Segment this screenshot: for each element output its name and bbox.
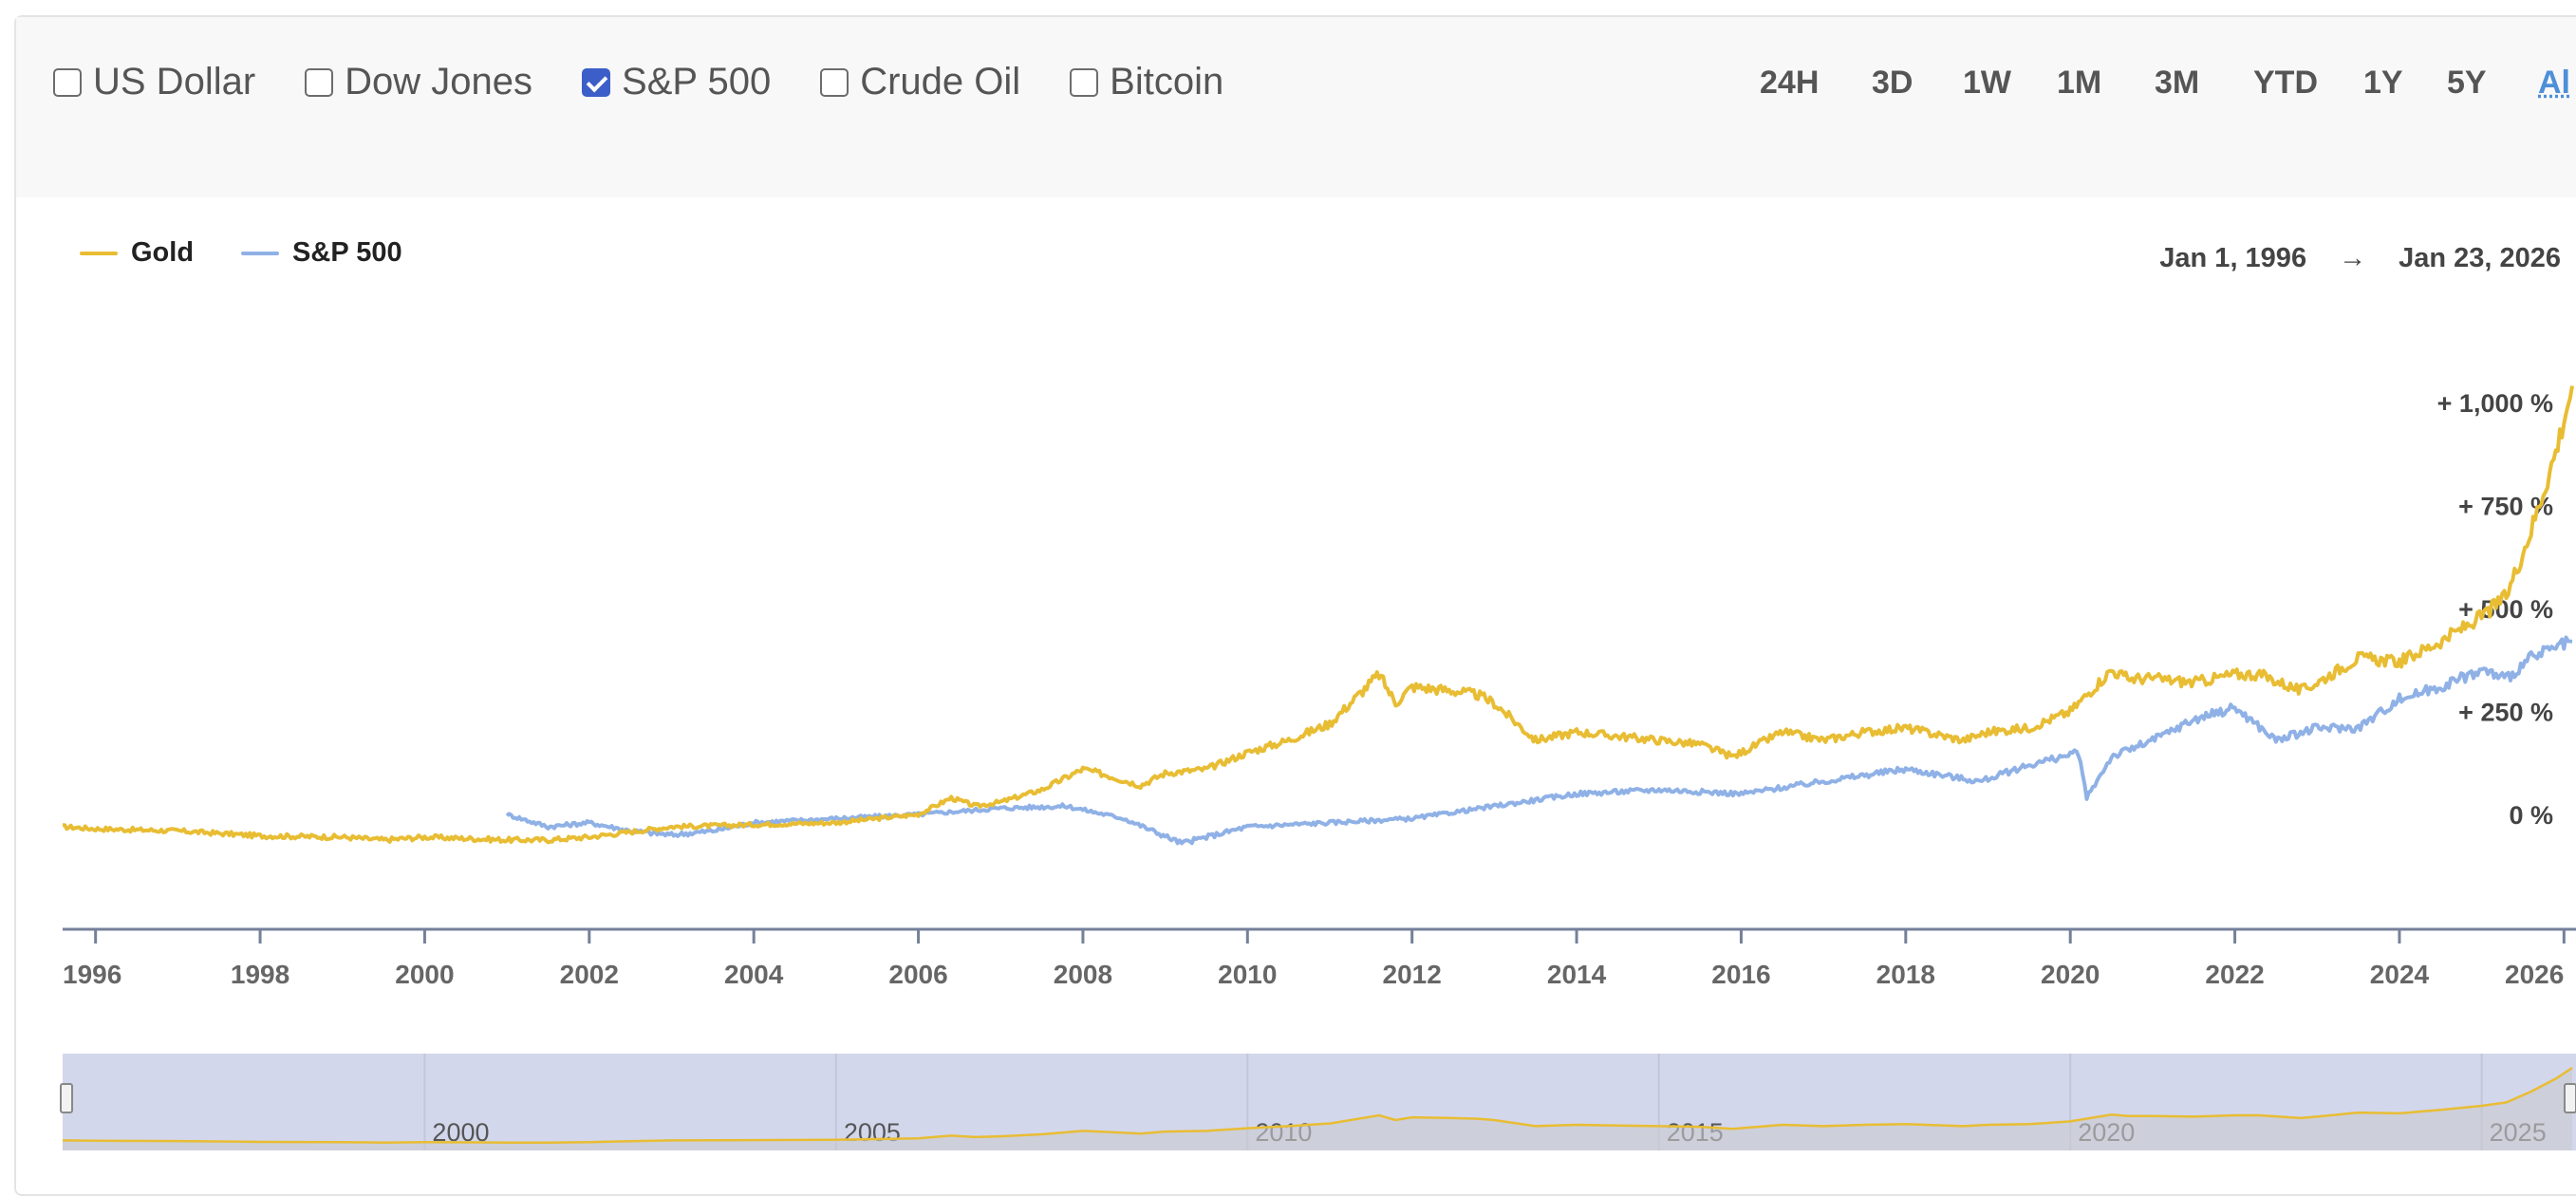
range-button-1y[interactable]: 1Y: [2363, 65, 2403, 101]
checkbox-label: Bitcoin: [1110, 61, 1224, 103]
compare-us-dollar-option[interactable]: US Dollar: [53, 61, 255, 103]
checkbox[interactable]: [582, 67, 611, 97]
legend-item-sp500[interactable]: S&P 500: [241, 237, 402, 269]
x-tick-label: 2022: [2205, 960, 2264, 989]
x-tick-label: 2008: [1054, 960, 1112, 989]
x-tick-label: 2016: [1711, 960, 1770, 989]
x-tick-label: 2006: [888, 960, 947, 989]
range-button-24h[interactable]: 24H: [1760, 65, 1820, 101]
checkbox[interactable]: [1070, 67, 1099, 97]
navigator-left-handle[interactable]: [60, 1083, 73, 1113]
y-tick-label: + 1,000 %: [2437, 389, 2553, 418]
x-tick-label: 1998: [231, 960, 289, 989]
date-to[interactable]: Jan 23, 2026: [2399, 243, 2561, 273]
compare-crude-oil-option[interactable]: Crude Oil: [820, 61, 1020, 103]
compare-dow-jones-option[interactable]: Dow Jones: [305, 61, 532, 103]
checkbox-label: Crude Oil: [860, 61, 1021, 103]
range-button-3d[interactable]: 3D: [1872, 65, 1913, 101]
range-button-1m[interactable]: 1M: [2057, 65, 2102, 101]
x-tick-label: 2020: [2041, 960, 2100, 989]
range-button-5y[interactable]: 5Y: [2447, 65, 2487, 101]
range-button-ytd[interactable]: YTD: [2253, 65, 2318, 101]
legend-label: Gold: [131, 237, 195, 268]
checkbox[interactable]: [820, 67, 849, 97]
series-layer: [62, 385, 2574, 846]
x-tick-label: 1996: [63, 960, 121, 989]
navigator: 200020052010201520202025: [60, 1054, 2576, 1150]
compare-s-p-500-option[interactable]: S&P 500: [582, 61, 771, 103]
arrow-right-icon: →: [2339, 243, 2367, 273]
legend-item-gold[interactable]: Gold: [80, 237, 194, 269]
x-tick-label: 2026: [2505, 960, 2564, 989]
y-tick-label: + 250 %: [2458, 699, 2553, 727]
line-chart: 0 %+ 250 %+ 500 %+ 750 %+ 1,000 % 1996 19…: [60, 385, 2576, 1150]
x-tick-label: 2018: [1876, 960, 1935, 989]
range-button-3m[interactable]: 3M: [2155, 65, 2200, 101]
legend-line-icon: [241, 251, 280, 255]
date-range-display: Jan 1, 1996 → Jan 23, 2026: [2159, 243, 2561, 274]
x-tick-label: 2012: [1383, 960, 1442, 989]
x-tick-label: 2000: [395, 960, 454, 989]
x-tick-label: 2014: [1547, 960, 1607, 989]
navigator-area-gold: [63, 1068, 2572, 1150]
compare-bitcoin-option[interactable]: Bitcoin: [1070, 61, 1223, 103]
y-tick-label: 0 %: [2509, 801, 2553, 830]
compare-checkbox-group: US Dollar Dow Jones S&P 500 Crude Oil Bitcoi…: [53, 61, 1273, 103]
navigator-series-gold: [62, 1066, 2573, 1144]
checkbox-label: S&P 500: [622, 61, 772, 103]
series-line-gold[interactable]: [62, 385, 2574, 845]
chart-toolbar: [16, 17, 2576, 197]
legend-label: S&P 500: [292, 237, 402, 268]
x-tick-label: 2010: [1218, 960, 1277, 989]
range-button-al[interactable]: Al: [2538, 65, 2570, 101]
x-tick-label: 2002: [560, 960, 619, 989]
date-from[interactable]: Jan 1, 1996: [2159, 243, 2307, 273]
x-axis-ticks: 1996 1998 2000 2002 2004 2006 2008 2010 2012 2014…: [63, 929, 2566, 989]
x-tick-label: 2024: [2370, 960, 2430, 989]
navigator-right-handle[interactable]: [2564, 1083, 2576, 1113]
checkbox-label: Dow Jones: [345, 61, 533, 103]
range-button-1w[interactable]: 1W: [1963, 65, 2011, 101]
chart-legend: Gold S&P 500: [80, 237, 450, 269]
chart-panel: [14, 15, 2576, 1196]
x-tick-label: 2004: [724, 960, 784, 989]
legend-line-icon: [80, 251, 118, 255]
checkbox-label: US Dollar: [93, 61, 256, 103]
checkbox[interactable]: [53, 67, 82, 97]
checkbox[interactable]: [305, 67, 334, 97]
